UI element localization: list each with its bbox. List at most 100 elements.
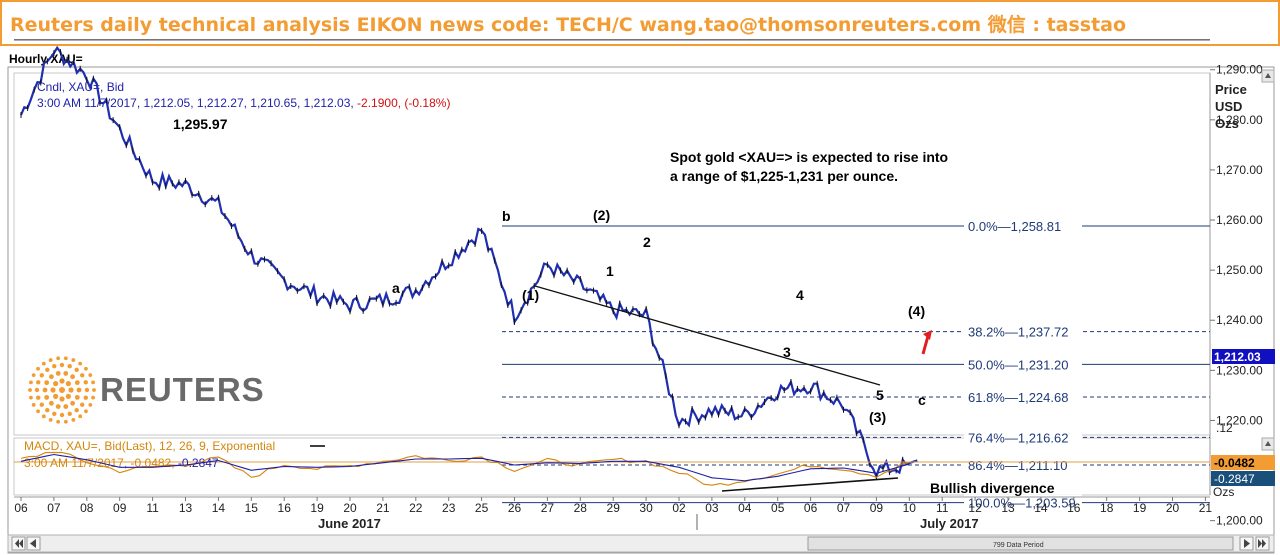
logo-dot bbox=[65, 381, 71, 387]
x-tick-label: 12 bbox=[968, 501, 982, 515]
macd-header1: MACD, XAU=, Bid(Last), 12, 26, 9, Expone… bbox=[24, 439, 275, 453]
reuters-dots-icon bbox=[28, 356, 96, 424]
up-arrow-icon bbox=[921, 335, 930, 355]
data-period-label: 799 Data Period bbox=[993, 542, 1044, 549]
wave-label-5: 5 bbox=[876, 387, 884, 403]
x-tick-label: 20 bbox=[343, 501, 357, 515]
logo-dot bbox=[53, 381, 59, 387]
x-axis-ticks: 06 07 08 09 11 13 14 15 16 19 20 21 22 23 25 26 27 28 29 30… bbox=[14, 497, 1212, 515]
x-tick-label: 18 bbox=[1100, 501, 1114, 515]
signal-tag bbox=[1211, 471, 1275, 486]
month-label-june: June 2017 bbox=[318, 516, 381, 531]
signal-tag-label: -0.2847 bbox=[1214, 472, 1255, 486]
logo-dot bbox=[84, 366, 88, 371]
price-series bbox=[19, 45, 918, 480]
fib-label: 76.4%—1,216.62 bbox=[968, 430, 1068, 445]
y-tick-label: 1,240.00 bbox=[1216, 313, 1263, 327]
logo-dot bbox=[74, 367, 79, 372]
x-tick-label: 13 bbox=[179, 501, 193, 515]
wave-label-paren-1: (1) bbox=[522, 287, 539, 303]
x-tick-label: 20 bbox=[1166, 501, 1180, 515]
logo-dot bbox=[59, 396, 65, 402]
double-right-arrow-icon bbox=[1258, 539, 1266, 548]
legend-line2: 3:00 AM 11/7/2017, 1,212.05, 1,212.27, 1… bbox=[37, 96, 450, 110]
logo-dot bbox=[74, 380, 80, 386]
scroll-thumb[interactable] bbox=[807, 536, 1234, 551]
wave-label-paren-3: (3) bbox=[869, 409, 886, 425]
x-tick-label: 23 bbox=[442, 501, 456, 515]
logo-dot bbox=[59, 362, 65, 368]
x-tick-label: 09 bbox=[113, 501, 127, 515]
logo-dot bbox=[50, 387, 56, 393]
wave-label-2: 2 bbox=[643, 234, 651, 250]
logo-dot bbox=[44, 394, 50, 400]
fib-label: 0.0%—1,258.81 bbox=[968, 219, 1061, 234]
header-banner: Reuters daily technical analysis EIKON n… bbox=[0, 0, 1280, 46]
macd-tag-label: -0.0482 bbox=[1214, 456, 1255, 470]
logo-dot bbox=[52, 411, 57, 416]
wave-trendline bbox=[534, 285, 881, 386]
price-axis-ticks: 1,290.00 1,280.00 1,270.00 1,260.00 1,250.00… bbox=[1210, 63, 1263, 528]
logo-dot bbox=[65, 393, 71, 399]
macd-trendline bbox=[721, 477, 899, 492]
logo-dot bbox=[59, 387, 65, 393]
logo-dot bbox=[67, 411, 72, 416]
y-tick-label: 1,260.00 bbox=[1216, 213, 1263, 227]
annotation-line1: Spot gold <XAU=> is expected to rise int… bbox=[670, 149, 948, 165]
x-tick-label: 28 bbox=[574, 501, 588, 515]
logo-dot bbox=[52, 364, 57, 369]
x-tick-label: 06 bbox=[804, 501, 818, 515]
logo-dot bbox=[31, 402, 36, 407]
chevron-up-icon bbox=[1265, 441, 1271, 446]
logo-dot bbox=[41, 414, 46, 419]
logo-dot bbox=[76, 387, 82, 393]
logo-dot bbox=[91, 395, 95, 400]
logo-dot bbox=[74, 408, 79, 413]
x-tick-label: 05 bbox=[771, 501, 785, 515]
price-axis-title-2: USD bbox=[1215, 99, 1242, 114]
logo-dot bbox=[63, 419, 68, 424]
y-tick-label: 1,270.00 bbox=[1216, 163, 1263, 177]
annotation-line2: a range of $1,225-1,231 per ounce. bbox=[670, 168, 898, 184]
chevron-up-icon bbox=[1265, 73, 1271, 78]
logo-dot bbox=[39, 402, 44, 407]
logo-dot bbox=[41, 361, 46, 366]
fib-label-bg bbox=[964, 218, 1082, 233]
wave-label-1: 1 bbox=[606, 263, 614, 279]
logo-dot bbox=[67, 364, 72, 369]
x-tick-label: 10 bbox=[903, 501, 917, 515]
logo-dot bbox=[78, 361, 83, 366]
banner-text: Reuters daily technical analysis EIKON n… bbox=[10, 14, 1127, 36]
logo-dot bbox=[31, 373, 36, 378]
logo-dot bbox=[70, 400, 75, 406]
wave-label-paren-2: (2) bbox=[593, 207, 610, 223]
y-tick-label: 1,220.00 bbox=[1216, 413, 1263, 427]
arrow-head-icon bbox=[923, 330, 932, 340]
logo-dot bbox=[55, 371, 61, 376]
high-label: 1,295.97 bbox=[173, 116, 228, 132]
logo-dot bbox=[88, 373, 93, 378]
x-tick-label: 13 bbox=[1001, 501, 1015, 515]
x-tick-label: 07 bbox=[47, 501, 61, 515]
logo-dot bbox=[59, 378, 65, 384]
logo-dot bbox=[88, 402, 93, 407]
logo-dot bbox=[59, 412, 65, 418]
logo-dot bbox=[56, 356, 61, 361]
fib-label: 50.0%—1,231.20 bbox=[968, 357, 1068, 372]
logo-dot bbox=[80, 402, 85, 407]
fib-label-bg bbox=[964, 356, 1082, 372]
x-tick-label: 08 bbox=[80, 501, 94, 515]
logo-dot bbox=[44, 380, 50, 386]
macd-tag bbox=[1211, 455, 1275, 470]
price-line bbox=[19, 45, 918, 480]
macd-header2: 3:00 AM 11/7/2017, -0.0482, -0.2847 bbox=[24, 456, 219, 470]
x-tick-label: 19 bbox=[310, 501, 324, 515]
reuters-logo: REUTERS bbox=[28, 356, 264, 424]
wave-label-a: a bbox=[392, 280, 400, 296]
x-tick-label: 16 bbox=[278, 501, 292, 515]
x-tick-label: 06 bbox=[14, 501, 28, 515]
logo-dot bbox=[63, 356, 68, 361]
y-tick-label: 1,200.00 bbox=[1216, 514, 1263, 528]
fib-label-bg bbox=[964, 494, 1082, 510]
x-tick-label: 26 bbox=[508, 501, 522, 515]
